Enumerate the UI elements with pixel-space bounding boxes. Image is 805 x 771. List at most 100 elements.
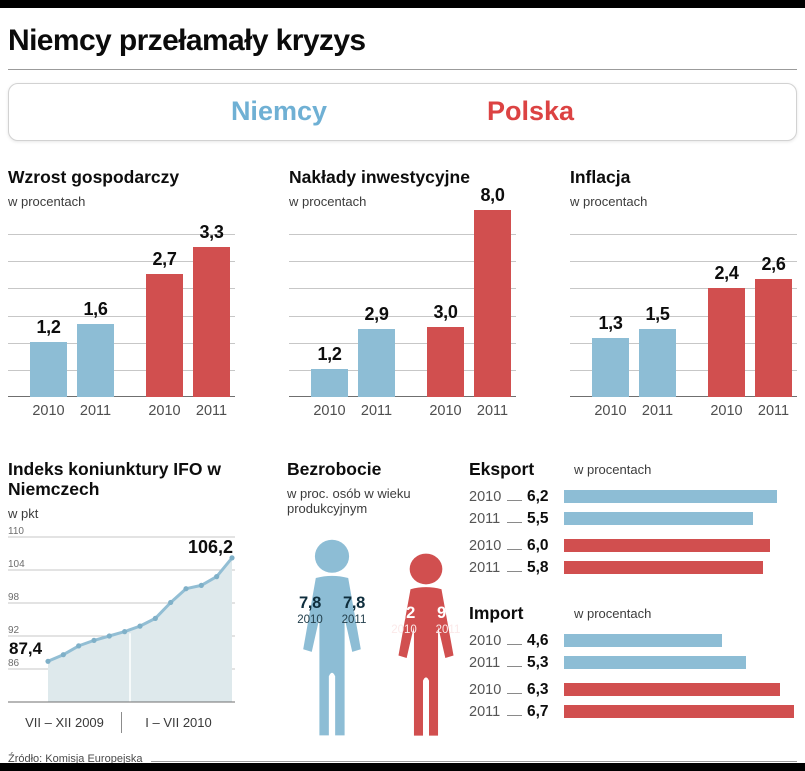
hbar-rows: 2010 6,2 2011 5,5 2010 6,0 2011 5,8 xyxy=(469,488,799,577)
chart-title: Eksport xyxy=(469,458,535,479)
page-title: Niemcy przełamały kryzys xyxy=(8,24,366,57)
x-tick-label: 2011 xyxy=(757,402,790,419)
x-tick-label: 2011 xyxy=(360,402,393,419)
chart-unit: w procentach xyxy=(289,193,367,209)
x-axis-period-label: I – VII 2010 xyxy=(145,714,212,730)
data-point xyxy=(214,573,220,580)
bar-value-label: 1,3 xyxy=(598,312,623,333)
chart-unit: w procentach xyxy=(8,193,86,209)
x-tick-label: 2011 xyxy=(476,402,509,419)
hbar-row: 2011 5,5 xyxy=(469,510,799,528)
hbar-row: 2011 5,3 xyxy=(469,654,799,672)
bar-value-label: 8,0 xyxy=(480,185,505,206)
charts-row-bottom: Indeks koniunktury IFO w Niemczech w pkt… xyxy=(8,459,797,743)
x-tick-label: 2010 xyxy=(594,402,627,419)
last-value-label: 106,2 xyxy=(188,537,233,557)
data-point xyxy=(60,651,66,658)
hbar-poland xyxy=(564,539,770,553)
hbar-germany xyxy=(564,656,746,670)
gridline xyxy=(570,260,797,262)
bar-value-label: 1,2 xyxy=(36,317,61,338)
area-fill xyxy=(48,557,232,702)
gridline xyxy=(8,260,235,262)
x-tick-label: 2010 xyxy=(429,402,462,419)
chart-unit: w procentach xyxy=(570,193,648,209)
chart-unit: w procentach xyxy=(574,605,652,621)
gridline xyxy=(289,315,516,317)
gridline xyxy=(8,287,235,289)
chart-title: Wzrost gospodarczy xyxy=(8,166,180,187)
row-year-label: 2011 xyxy=(469,510,501,527)
y-tick-label: 110 xyxy=(8,527,24,537)
hbar-row: 2010 6,2 xyxy=(469,488,799,506)
hbar-row: 2010 4,6 xyxy=(469,632,799,650)
chart-import: Import w procentach 2010 4,6 2011 5,3 2010 6,… xyxy=(469,603,799,721)
hbar-row: 2011 5,8 xyxy=(469,559,799,577)
bar-poland-2010 xyxy=(427,326,464,397)
bar-value-label: 2,4 xyxy=(714,262,739,283)
gridline xyxy=(570,315,797,317)
row-value-label: 5,5 xyxy=(527,509,549,527)
gridline xyxy=(8,233,235,235)
hbar-germany xyxy=(564,512,753,526)
y-tick-label: 92 xyxy=(8,625,20,636)
gridline xyxy=(8,369,235,371)
unemployment-year: 2010 xyxy=(391,623,417,636)
gridline xyxy=(570,369,797,371)
chart-title: Inflacja xyxy=(570,166,631,187)
row-year-label: 2011 xyxy=(469,559,501,576)
chart-unit: w pkt xyxy=(8,505,39,521)
data-point xyxy=(168,599,174,605)
data-point xyxy=(122,628,128,635)
leader-line xyxy=(507,571,522,573)
data-point xyxy=(198,582,204,588)
bar-value-label: 1,5 xyxy=(645,303,670,324)
chart-wzrost-gospodarczy: Wzrost gospodarczy w procentach 1,2 1,6 2,… xyxy=(8,167,235,421)
x-axis-period-label: VII – XII 2009 xyxy=(8,711,122,733)
hbar-row: 2010 6,0 xyxy=(469,537,799,555)
x-axis-labels: 2010 2011 2010 2011 xyxy=(289,403,516,421)
bar-germany-2011 xyxy=(639,328,676,397)
gridline xyxy=(289,342,516,344)
bar-germany-2010 xyxy=(592,337,629,397)
bar-plot: 1,2 2,9 3,0 8,0 xyxy=(289,185,516,397)
leader-line xyxy=(507,715,522,717)
x-axis xyxy=(289,395,516,397)
unemployment-values: 7,8 2010 7,8 2011 xyxy=(287,594,377,626)
row-value-label: 5,8 xyxy=(527,558,549,576)
x-axis xyxy=(570,395,797,397)
chart-unit: w procentach xyxy=(574,461,652,477)
bar-value-label: 2,9 xyxy=(364,304,389,325)
chart-title: Nakłady inwestycyjne xyxy=(289,166,470,187)
x-tick-label: 2010 xyxy=(313,402,346,419)
row-value-label: 6,7 xyxy=(527,702,549,720)
leader-line xyxy=(507,666,522,668)
bar-value-label: 3,3 xyxy=(199,222,224,243)
data-point xyxy=(91,637,97,643)
bar-value-label: 2,6 xyxy=(761,253,786,274)
bar-poland-2011 xyxy=(193,247,230,397)
bar-poland-2010 xyxy=(146,274,183,397)
unemployment-values: 9,2 2010 9,4 2011 xyxy=(383,604,469,636)
hbar-rows: 2010 4,6 2011 5,3 2010 6,3 2011 6,7 xyxy=(469,632,799,721)
unemployment-value: 9,4 xyxy=(436,603,460,622)
gridline xyxy=(570,342,797,344)
bar-value-label: 1,6 xyxy=(83,299,108,320)
data-point xyxy=(183,585,189,592)
bar-value-label: 1,2 xyxy=(317,343,342,364)
bottom-border xyxy=(0,763,805,771)
bar-poland-2011 xyxy=(474,210,511,397)
gridline xyxy=(8,342,235,344)
line-plot: 110 104 98 92 86 87,4 106,2 xyxy=(8,526,235,710)
chart-title: Import xyxy=(469,602,524,623)
hbar-row: 2010 6,3 xyxy=(469,681,799,699)
bar-germany-2011 xyxy=(358,329,395,397)
x-tick-label: 2010 xyxy=(148,402,181,419)
chart-ifo-index: Indeks koniunktury IFO w Niemczech w pkt… xyxy=(8,459,235,743)
chart-trade: Eksport w procentach 2010 6,2 2011 5,5 2010 6… xyxy=(469,459,799,743)
data-point xyxy=(137,623,143,629)
row-value-label: 6,0 xyxy=(527,536,549,554)
hbar-germany xyxy=(564,634,722,648)
source-rule xyxy=(150,761,797,763)
